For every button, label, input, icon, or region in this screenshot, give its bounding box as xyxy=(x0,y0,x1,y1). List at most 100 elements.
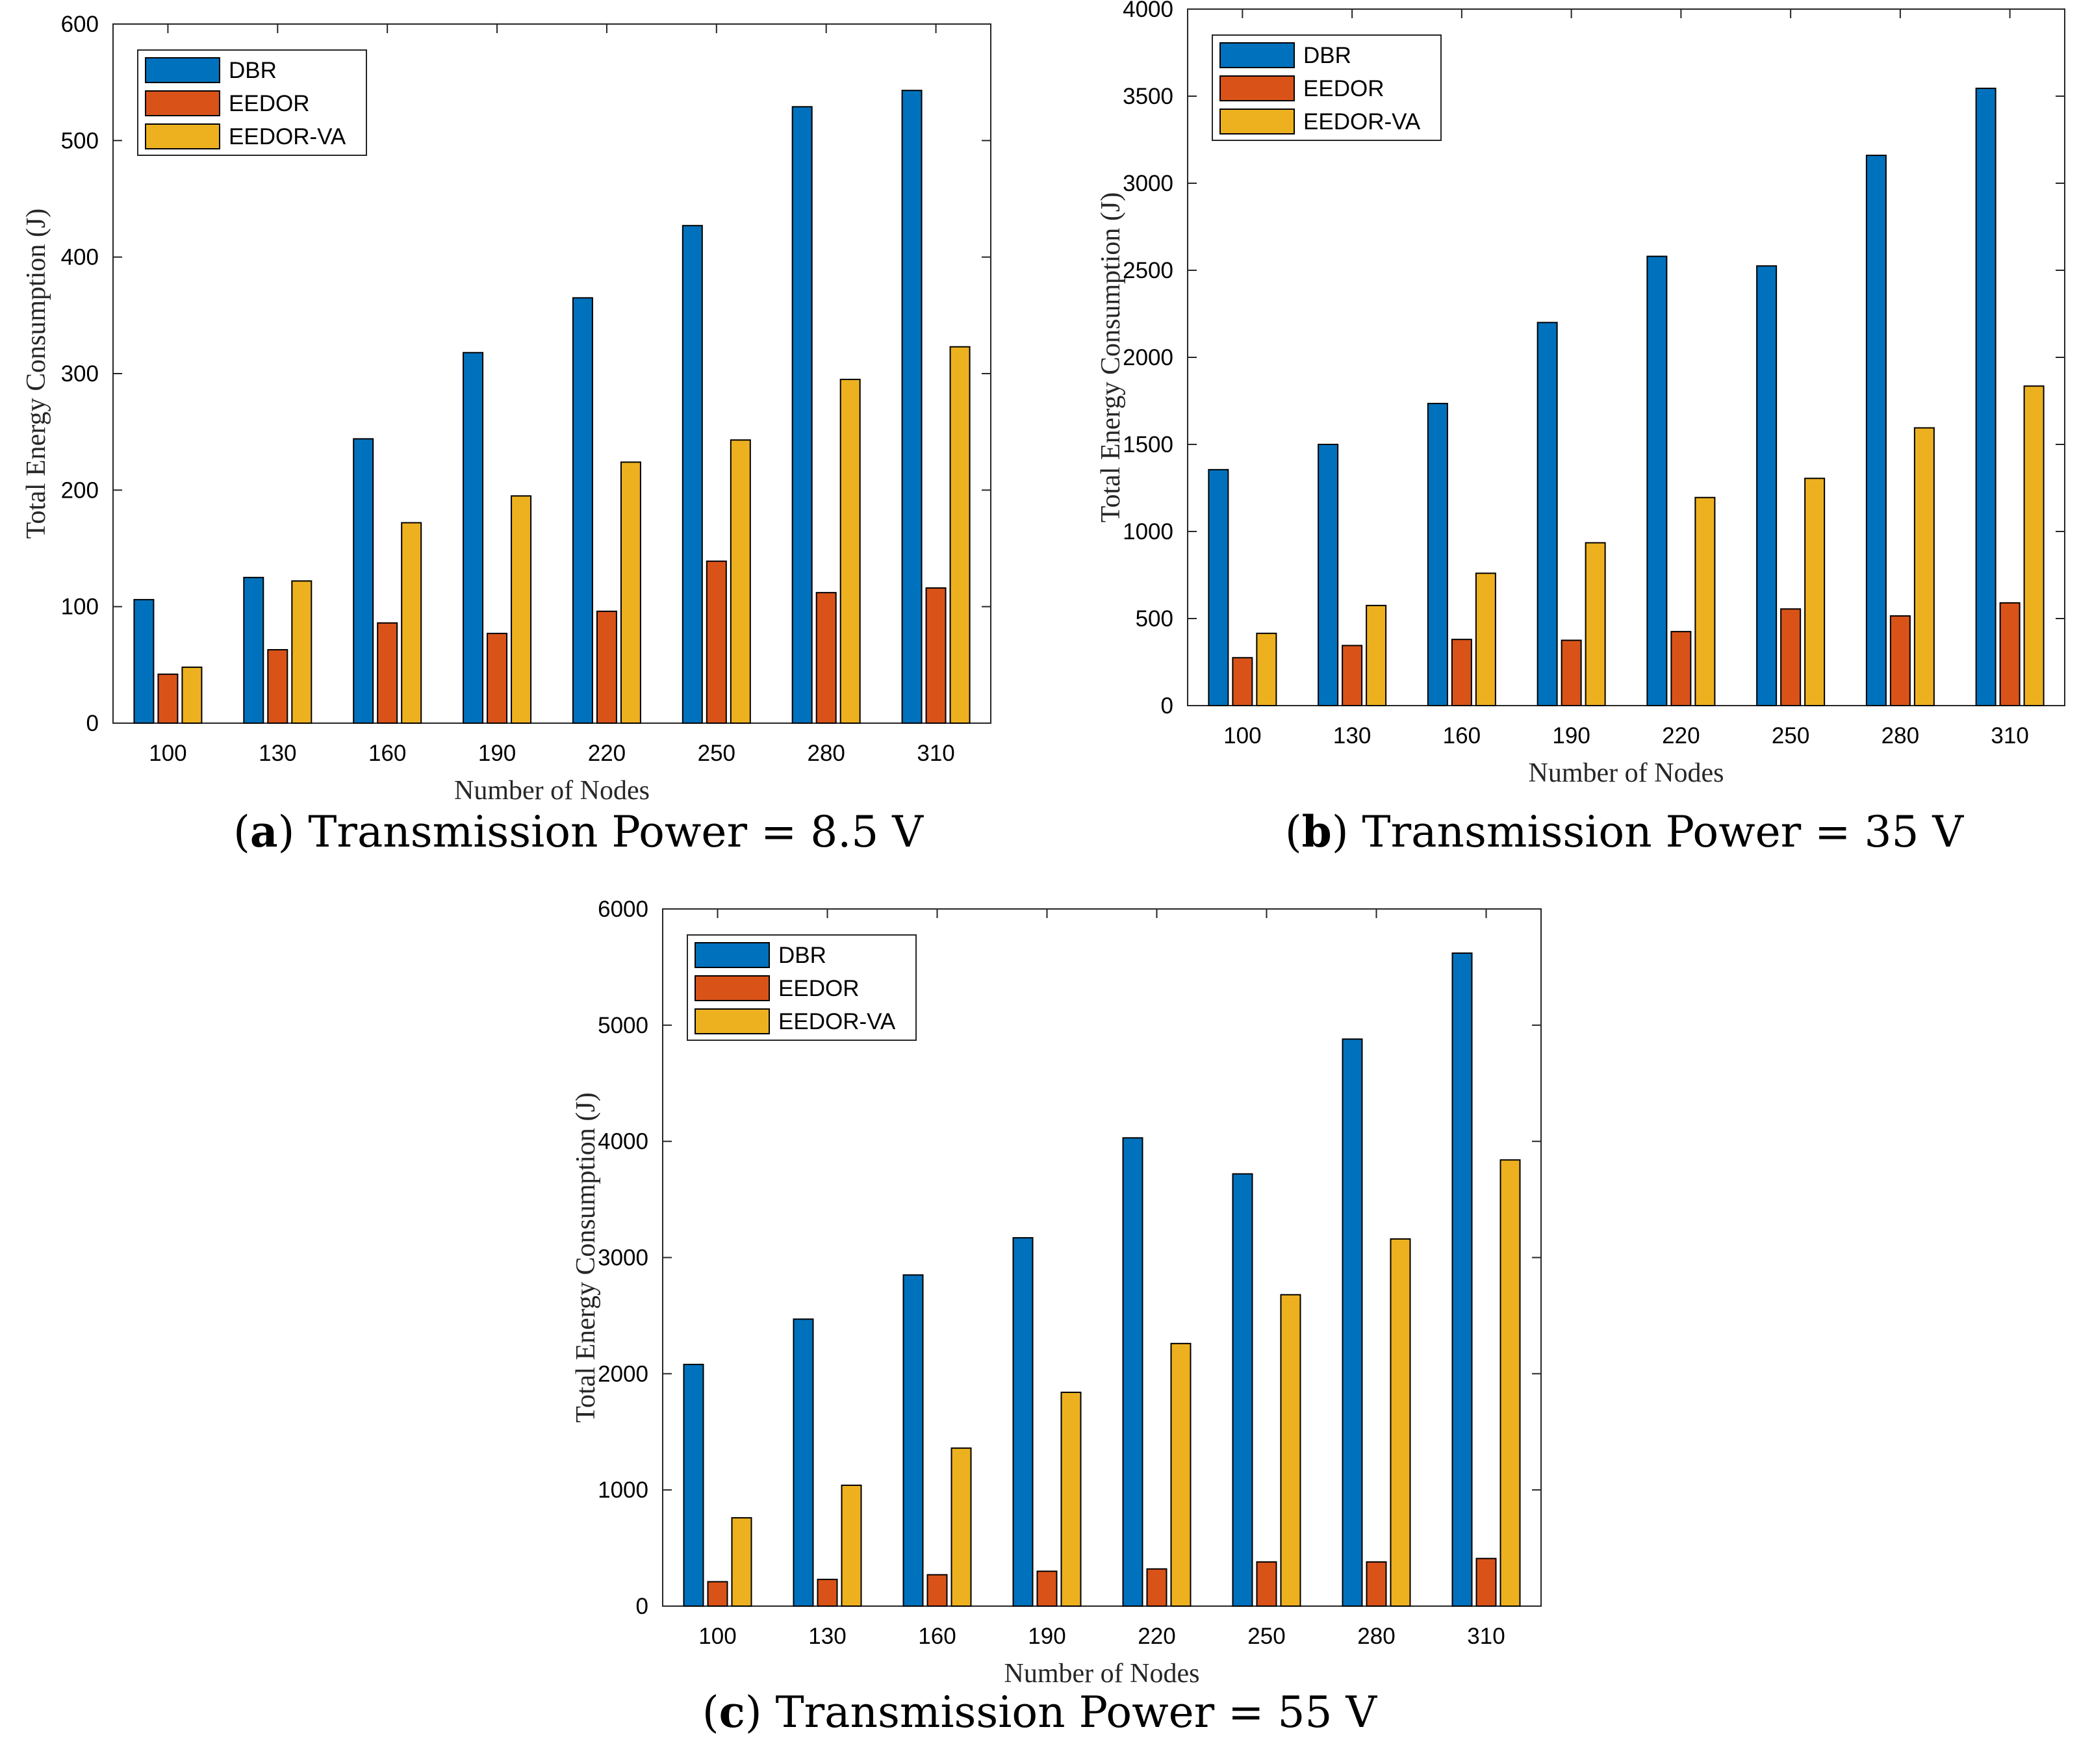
legend-swatch xyxy=(695,975,770,1001)
bar-dbr xyxy=(1427,403,1448,707)
legend: DBR EEDOR EEDOR-VA xyxy=(687,934,917,1041)
bar-eedor xyxy=(1670,631,1692,706)
bar-dbr xyxy=(1865,155,1887,706)
bar-eedor-va xyxy=(1280,1294,1301,1607)
chart-panel-b: 0 500 1000 1500 2000 2500 3000 3500 4000 100 130 16… xyxy=(1096,0,2065,857)
bar-dbr xyxy=(1232,1173,1253,1607)
bar-dbr xyxy=(1975,87,1996,706)
legend-swatch xyxy=(145,90,220,116)
legend: DBR EEDOR EEDOR-VA xyxy=(1212,34,1442,141)
x-tick-label: 310 xyxy=(917,741,954,766)
bar-dbr xyxy=(572,297,593,724)
bar-eedor xyxy=(1475,1557,1497,1607)
x-tick-label: 160 xyxy=(1443,723,1481,748)
bar-dbr xyxy=(133,598,155,724)
x-tick-label: 220 xyxy=(1662,723,1700,748)
bar-eedor xyxy=(377,622,398,724)
y-tick-label: 500 xyxy=(61,128,99,153)
y-tick-label: 1000 xyxy=(598,1477,648,1503)
chart-caption: (c) Transmission Power = 55 V xyxy=(702,1687,1378,1737)
bar-eedor-va xyxy=(1060,1391,1082,1607)
bar-dbr xyxy=(1537,322,1558,706)
bar-eedor xyxy=(706,560,727,724)
x-tick-label: 130 xyxy=(259,741,296,766)
y-tick-label: 500 xyxy=(1136,606,1173,632)
x-tick-label: 100 xyxy=(149,741,186,766)
y-tick-label: 4000 xyxy=(598,1129,648,1155)
bar-eedor xyxy=(1561,639,1582,706)
legend-swatch xyxy=(1219,75,1295,101)
y-tick-label: 5000 xyxy=(598,1013,648,1038)
bar-dbr xyxy=(1318,444,1339,706)
legend-label: DBR xyxy=(1303,43,1351,68)
bar-eedor-va xyxy=(1366,604,1387,707)
bar-eedor xyxy=(1366,1561,1387,1607)
bar-eedor xyxy=(157,673,179,724)
bar-dbr xyxy=(901,90,923,724)
x-axis-label: Number of Nodes xyxy=(454,776,650,806)
x-tick-label: 250 xyxy=(1772,723,1809,748)
bar-eedor xyxy=(487,632,508,724)
bar-eedor xyxy=(267,649,288,724)
x-axis-label: Number of Nodes xyxy=(1529,758,1724,788)
y-tick-label: 2000 xyxy=(598,1361,648,1387)
x-tick-label: 280 xyxy=(1881,723,1919,748)
y-tick-label: 3500 xyxy=(1123,84,1173,109)
bar-dbr xyxy=(1012,1237,1034,1607)
legend-label: EEDOR xyxy=(1303,76,1384,101)
x-tick-label: 130 xyxy=(1333,723,1371,748)
bar-eedor xyxy=(1889,615,1911,706)
bar-dbr xyxy=(682,225,703,724)
bar-eedor-va xyxy=(181,666,203,724)
y-tick-label: 1000 xyxy=(1123,519,1173,544)
bar-dbr xyxy=(463,352,484,724)
legend-label: EEDOR-VA xyxy=(229,124,346,149)
y-tick-label: 100 xyxy=(61,594,99,620)
y-tick-label: 3000 xyxy=(598,1246,648,1271)
bar-eedor-va xyxy=(839,378,861,724)
bar-eedor-va xyxy=(1390,1238,1411,1607)
bar-dbr xyxy=(1342,1038,1363,1607)
bar-eedor xyxy=(1146,1568,1167,1607)
bar-eedor-va xyxy=(950,1447,972,1607)
bar-dbr xyxy=(791,106,813,724)
x-tick-label: 190 xyxy=(478,741,516,766)
bar-dbr xyxy=(793,1318,814,1607)
bar-eedor xyxy=(1036,1570,1058,1607)
bar-eedor-va xyxy=(1499,1159,1521,1607)
legend-swatch xyxy=(1219,42,1295,68)
legend-swatch xyxy=(145,123,220,149)
x-tick-label: 310 xyxy=(1991,723,2028,748)
y-tick-label: 200 xyxy=(61,478,99,503)
legend-swatch xyxy=(695,942,770,968)
x-tick-label: 250 xyxy=(1247,1624,1285,1649)
legend-swatch xyxy=(1219,109,1295,134)
bar-dbr xyxy=(243,576,264,724)
bar-eedor-va xyxy=(620,461,641,724)
x-tick-label: 190 xyxy=(1028,1624,1065,1649)
bar-dbr xyxy=(1451,952,1473,1607)
y-axis-label: Total Energy Consumption (J) xyxy=(1096,192,1126,522)
x-tick-label: 310 xyxy=(1467,1624,1505,1649)
bar-eedor-va xyxy=(730,439,751,724)
y-tick-label: 400 xyxy=(61,245,99,270)
y-tick-label: 300 xyxy=(61,361,99,387)
x-tick-label: 160 xyxy=(918,1624,956,1649)
bar-eedor-va xyxy=(401,522,422,724)
bar-eedor-va xyxy=(1475,572,1496,706)
y-tick-label: 0 xyxy=(86,711,99,736)
y-tick-label: 0 xyxy=(636,1594,648,1619)
x-tick-label: 100 xyxy=(698,1624,736,1649)
bar-dbr xyxy=(353,438,374,724)
x-tick-label: 160 xyxy=(368,741,406,766)
bar-eedor-va xyxy=(1694,496,1716,706)
y-tick-label: 0 xyxy=(1161,693,1173,719)
bar-dbr xyxy=(683,1364,704,1607)
bar-eedor-va xyxy=(949,346,971,724)
bar-eedor xyxy=(815,592,837,724)
x-tick-label: 220 xyxy=(588,741,626,766)
chart-caption: (b) Transmission Power = 35 V xyxy=(1285,806,1964,857)
bar-eedor xyxy=(1451,639,1472,706)
bar-eedor xyxy=(1342,645,1363,706)
